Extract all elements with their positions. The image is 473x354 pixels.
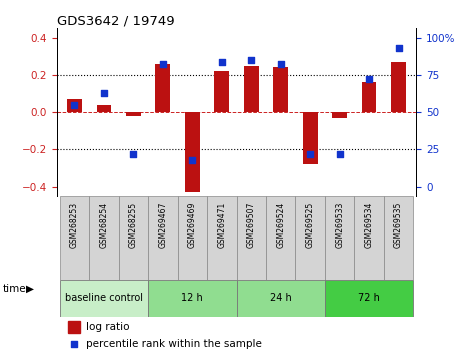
Point — [159, 62, 166, 67]
Point — [70, 341, 78, 347]
Text: GSM268255: GSM268255 — [129, 202, 138, 248]
Point — [70, 102, 78, 108]
Point — [247, 57, 255, 63]
Bar — [89, 196, 119, 280]
Text: GSM269525: GSM269525 — [306, 202, 315, 248]
Bar — [325, 280, 413, 317]
Text: GSM269534: GSM269534 — [365, 202, 374, 249]
Bar — [148, 196, 177, 280]
Point — [395, 45, 403, 51]
Bar — [266, 196, 296, 280]
Point — [307, 151, 314, 157]
Text: GDS3642 / 19749: GDS3642 / 19749 — [57, 14, 175, 27]
Point — [100, 90, 108, 96]
Bar — [236, 196, 266, 280]
Text: GSM269524: GSM269524 — [276, 202, 285, 248]
Text: GSM269471: GSM269471 — [217, 202, 226, 248]
Bar — [384, 196, 413, 280]
Text: GSM269507: GSM269507 — [247, 202, 256, 249]
Text: GSM269467: GSM269467 — [158, 202, 167, 249]
Bar — [354, 196, 384, 280]
Point — [277, 62, 284, 67]
Text: 72 h: 72 h — [358, 293, 380, 303]
Text: GSM269469: GSM269469 — [188, 202, 197, 249]
Text: ▶: ▶ — [26, 284, 34, 293]
Bar — [244, 65, 259, 112]
Text: log ratio: log ratio — [86, 322, 129, 332]
Bar — [362, 82, 377, 112]
Bar — [126, 112, 141, 116]
Point — [365, 76, 373, 82]
Bar — [303, 112, 317, 164]
Bar — [119, 196, 148, 280]
Text: GSM268253: GSM268253 — [70, 202, 79, 248]
Bar — [185, 112, 200, 192]
Text: GSM268254: GSM268254 — [99, 202, 108, 248]
Bar — [332, 112, 347, 118]
Text: 24 h: 24 h — [270, 293, 291, 303]
Point — [189, 157, 196, 163]
Text: time: time — [2, 284, 26, 293]
Bar — [60, 280, 148, 317]
Point — [336, 151, 343, 157]
Bar — [391, 62, 406, 112]
Bar — [148, 280, 236, 317]
Bar — [214, 71, 229, 112]
Text: baseline control: baseline control — [65, 293, 143, 303]
Bar — [236, 280, 325, 317]
Text: GSM269533: GSM269533 — [335, 202, 344, 249]
Bar — [273, 68, 288, 112]
Bar — [156, 64, 170, 112]
Bar — [296, 196, 325, 280]
Bar — [177, 196, 207, 280]
Text: GSM269535: GSM269535 — [394, 202, 403, 249]
Point — [130, 151, 137, 157]
Bar — [96, 105, 111, 112]
Point — [218, 59, 226, 64]
Text: 12 h: 12 h — [182, 293, 203, 303]
Bar — [67, 99, 82, 112]
Bar — [60, 196, 89, 280]
Bar — [68, 321, 80, 333]
Text: percentile rank within the sample: percentile rank within the sample — [86, 339, 262, 349]
Bar — [207, 196, 236, 280]
Bar — [325, 196, 354, 280]
